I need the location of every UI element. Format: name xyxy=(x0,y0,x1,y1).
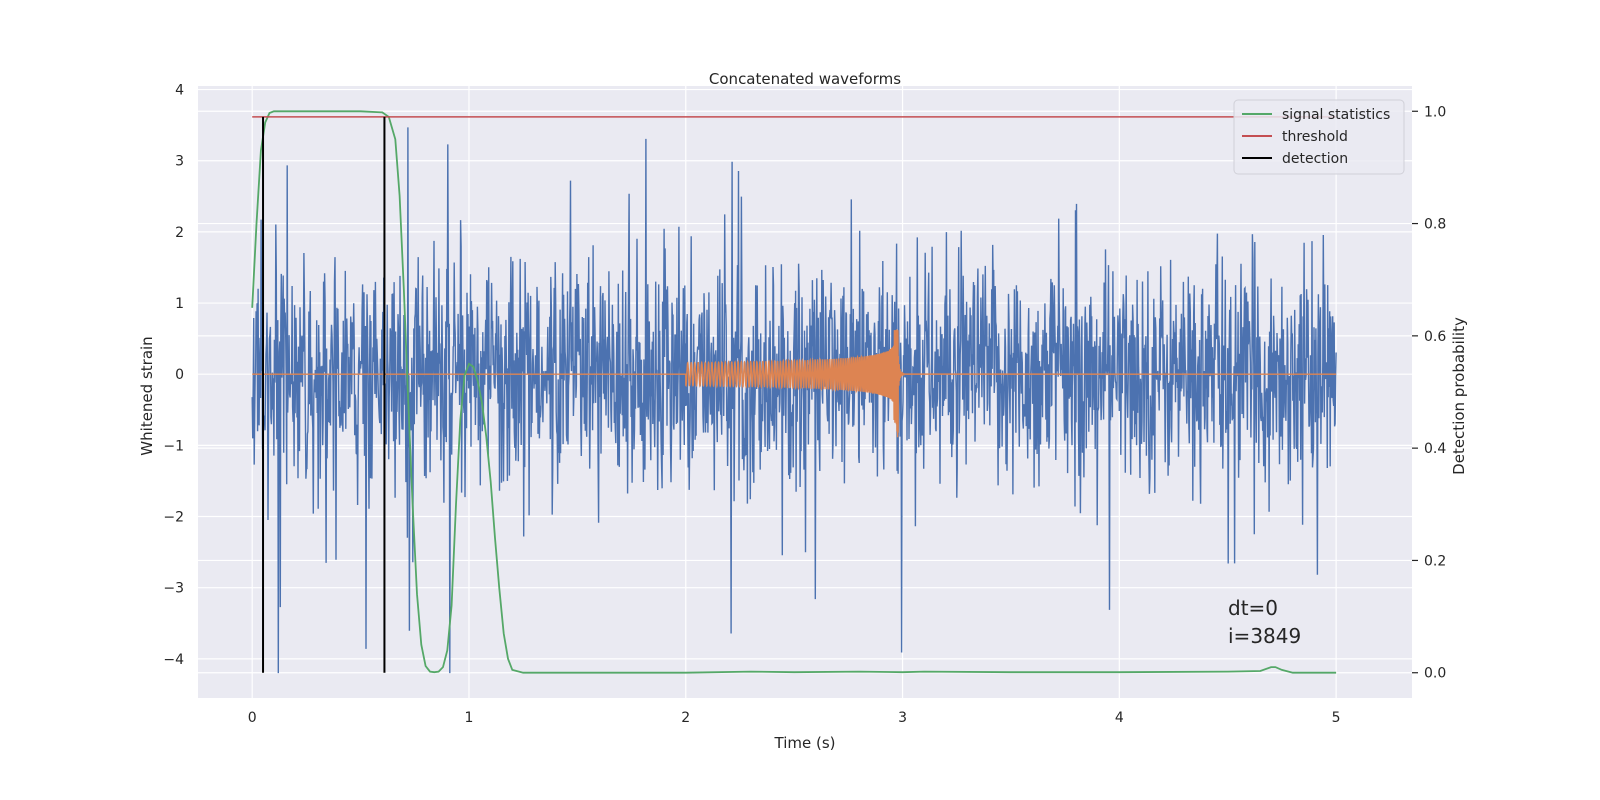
y-axis-label-right: Detection probability xyxy=(1450,317,1468,475)
annotation-index: i=3849 xyxy=(1228,624,1301,648)
y-tick-label-right: 0.4 xyxy=(1424,441,1446,457)
legend-box xyxy=(1233,99,1405,175)
y-tick-label-left: −1 xyxy=(163,438,184,454)
y-axis-label-left: Whitened strain xyxy=(138,336,156,455)
y-tick-label-left: −2 xyxy=(163,510,184,526)
y-tick-label-left: 2 xyxy=(175,225,184,241)
y-tick-label-left: −4 xyxy=(163,652,184,668)
series-template-line xyxy=(252,329,1337,438)
y-tick-label-left: 4 xyxy=(175,83,184,99)
y-tick-label-right: 0.8 xyxy=(1424,217,1446,233)
x-axis-label: Time (s) xyxy=(774,734,836,752)
y-tick-label-left: 1 xyxy=(175,296,184,312)
x-tick-label: 4 xyxy=(1115,710,1124,726)
y-tick-label-left: −3 xyxy=(163,581,184,597)
legend-label: detection xyxy=(1282,151,1348,167)
annotation: dt=0 i=3849 xyxy=(1228,596,1301,648)
x-tick-label: 1 xyxy=(465,710,474,726)
series-signal-statistics-line xyxy=(251,110,1337,674)
x-tick-label: 2 xyxy=(681,710,690,726)
series-strain-line xyxy=(251,127,1337,674)
y-tick-label-left: 0 xyxy=(175,367,184,383)
y-tick-label-right: 0.0 xyxy=(1424,666,1446,682)
legend-label: threshold xyxy=(1282,129,1348,145)
legend: signal statistics threshold detection xyxy=(1233,99,1405,175)
y-tick-label-right: 0.2 xyxy=(1424,553,1446,569)
ticks-layer: 0 1 2 3 4 5 −4 −3 −2 −1 0 1 2 3 4 0.0 0.2 0.4 0.6 0.8 1.0 xyxy=(163,83,1446,726)
legend-label: signal statistics xyxy=(1282,107,1390,123)
chart-title: Concatenated waveforms xyxy=(709,70,901,88)
x-tick-label: 3 xyxy=(898,710,907,726)
y-tick-label-left: 3 xyxy=(175,154,184,170)
y-tick-label-right: 1.0 xyxy=(1424,104,1446,120)
annotation-dt: dt=0 xyxy=(1228,596,1278,620)
x-tick-label: 5 xyxy=(1332,710,1341,726)
x-tick-label: 0 xyxy=(248,710,257,726)
plot-area xyxy=(251,110,1337,674)
y-tick-label-right: 0.6 xyxy=(1424,329,1446,345)
series-layer xyxy=(251,110,1337,674)
